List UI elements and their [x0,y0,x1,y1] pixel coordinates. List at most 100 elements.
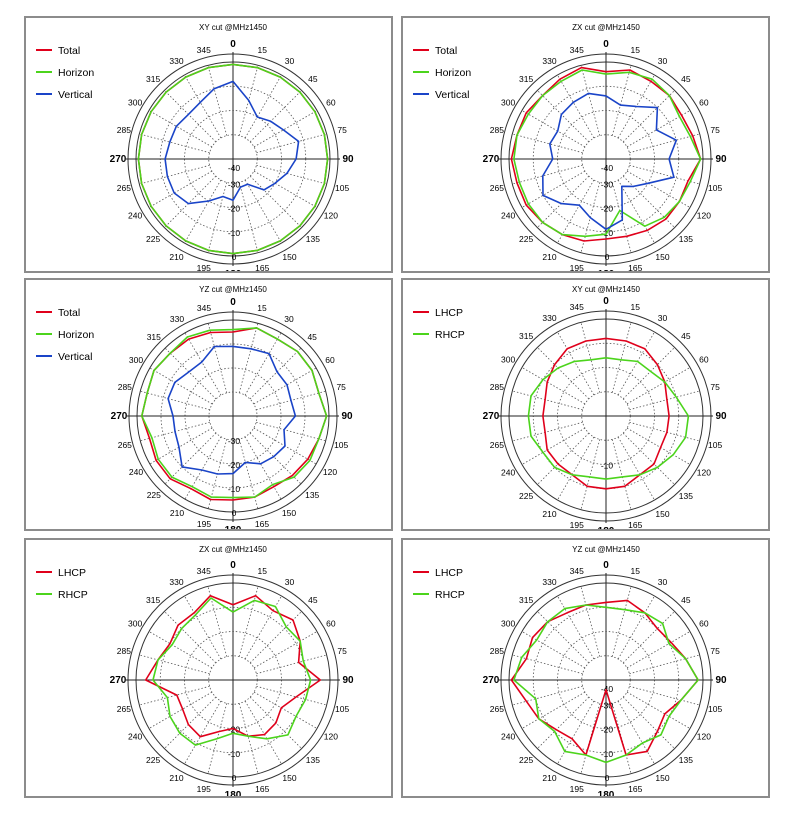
radial-tick-label: -40 [228,163,241,173]
angle-tick-label: 105 [708,440,722,450]
grid-spoke [622,696,675,749]
grid-spoke [249,347,302,400]
angle-tick-label: 330 [169,577,183,587]
angle-tick-label: 90 [342,675,354,686]
grid-spoke [139,654,210,675]
angle-tick-label: 270 [483,675,500,686]
angle-tick-label: 285 [117,125,131,135]
grid-spoke [617,179,655,244]
angle-tick-label: 270 [483,154,500,165]
angle-tick-label: 315 [146,74,160,84]
grid-spoke [253,170,318,208]
grid-spoke [140,390,210,411]
grid-spoke [521,367,586,405]
legend-label-rhcp: RHCP [435,329,465,341]
series-line-total [510,66,702,242]
grid-spoke [617,331,655,396]
grid-spoke [557,700,595,765]
angle-tick-label: 315 [519,595,533,605]
grid-spoke [629,685,700,706]
grid-spoke [253,110,318,148]
angle-tick-label: 165 [628,520,642,529]
angle-tick-label: 315 [519,74,533,84]
grid-spoke [148,110,213,148]
radial-tick-label: -30 [601,700,614,710]
angle-tick-label: 330 [542,313,556,323]
grid-spoke [629,164,700,185]
grid-spoke [148,691,213,729]
angle-tick-label: 345 [570,45,584,55]
angle-tick-label: 45 [681,331,691,341]
radial-tick-label: 0 [232,508,237,518]
angle-tick-label: 45 [307,332,317,342]
angle-tick-label: 300 [128,619,142,629]
angle-tick-label: 75 [710,382,720,392]
radial-tick-label: -30 [228,436,241,446]
angle-tick-label: 210 [169,773,183,783]
angle-tick-label: 105 [335,704,349,714]
angle-tick-label: 265 [490,440,504,450]
angle-tick-label: 180 [225,269,242,271]
angle-tick-label: 15 [257,303,267,313]
grid-spoke [164,347,217,400]
angle-tick-label: 180 [598,790,615,796]
grid-spoke [244,179,282,244]
angle-tick-label: 90 [715,411,727,422]
angle-tick-label: 210 [542,509,556,519]
angle-tick-label: 75 [710,646,720,656]
grid-spoke [537,696,590,749]
legend-label-vertical: Vertical [58,351,92,363]
angle-tick-label: 15 [631,566,641,576]
grid-spoke [611,439,632,510]
grid-spoke [580,586,601,657]
angle-tick-label: 195 [570,784,584,794]
legend-label-total: Total [58,307,80,319]
radial-tick-label: 0 [232,252,237,262]
grid-spoke [253,631,318,669]
angle-tick-label: 30 [285,577,295,587]
grid-spoke [617,700,655,765]
series-line-rhcp [513,604,699,764]
angle-tick-label: 60 [699,355,709,365]
grid-spoke [139,685,210,706]
legend-label-total: Total [58,45,80,57]
angle-tick-label: 345 [570,566,584,576]
legend-label-vertical: Vertical [435,89,469,101]
grid-spoke [164,432,217,485]
series-line-horizon [137,63,329,255]
angle-tick-label: 30 [285,56,295,66]
legend-label-lhcp: LHCP [435,567,463,579]
angle-tick-label: 210 [169,252,183,262]
angle-tick-label: 265 [117,183,131,193]
angle-tick-label: 150 [282,508,296,518]
angle-tick-label: 225 [147,490,161,500]
grid-spoke [256,133,327,154]
radial-tick-label: -40 [601,684,614,694]
angle-tick-label: 120 [697,732,711,742]
chart-title: YZ cut @MHz1450 [199,285,267,294]
angle-tick-label: 15 [258,566,268,576]
grid-spoke [238,323,259,393]
series-line-vertical [542,92,678,231]
grid-spoke [238,586,259,657]
angle-tick-label: 195 [197,784,211,794]
grid-spoke [253,367,317,405]
angle-tick-label: 285 [118,382,132,392]
legend-label-rhcp: RHCP [435,589,465,601]
angle-tick-label: 75 [337,125,347,135]
radial-tick-label: -20 [228,204,241,214]
series-line-lhcp [510,599,699,756]
series-line-rhcp [527,357,690,480]
grid-spoke [249,90,302,143]
angle-tick-label: 90 [341,411,353,422]
grid-spoke [622,432,675,485]
chart-title: ZX cut @MHz1450 [199,545,267,554]
grid-spoke [512,133,583,154]
legend-label-vertical: Vertical [58,89,92,101]
angle-tick-label: 0 [603,296,609,307]
chart-title: ZX cut @MHz1450 [572,23,640,32]
grid-spoke [521,427,586,465]
angle-tick-label: 300 [501,98,515,108]
angle-tick-label: 285 [490,382,504,392]
legend-label-lhcp: LHCP [58,567,86,579]
